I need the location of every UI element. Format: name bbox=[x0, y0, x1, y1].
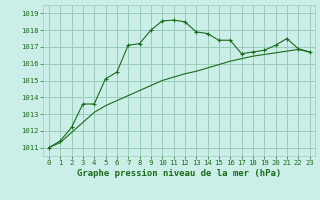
X-axis label: Graphe pression niveau de la mer (hPa): Graphe pression niveau de la mer (hPa) bbox=[77, 169, 281, 178]
